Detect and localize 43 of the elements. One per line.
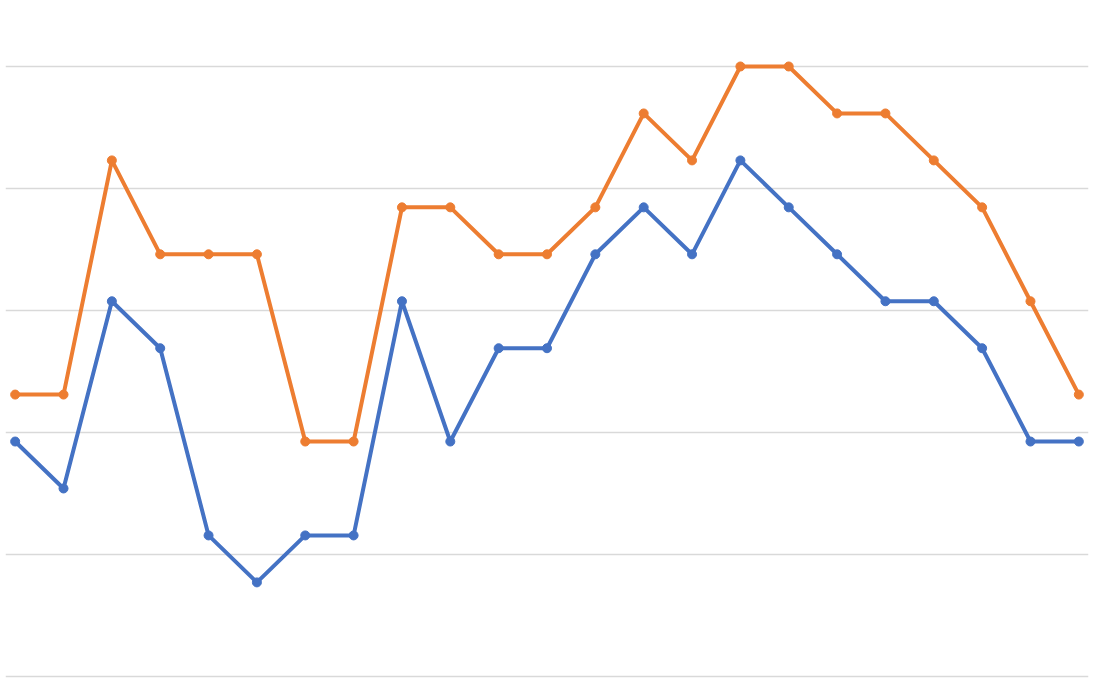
point — [880, 296, 891, 307]
point — [155, 343, 166, 354]
point — [203, 530, 214, 541]
point — [1073, 436, 1084, 447]
point — [493, 343, 504, 354]
point — [251, 249, 262, 260]
point — [832, 108, 843, 119]
point — [10, 389, 21, 400]
point — [542, 343, 552, 354]
point — [396, 202, 407, 213]
point — [687, 249, 698, 260]
point — [977, 343, 988, 354]
point — [445, 202, 456, 213]
point — [348, 530, 359, 541]
point — [1073, 389, 1084, 400]
point — [58, 483, 69, 494]
point — [638, 202, 649, 213]
point — [735, 155, 746, 166]
point — [155, 249, 166, 260]
point — [493, 249, 504, 260]
point — [590, 249, 601, 260]
point — [928, 296, 939, 307]
point — [542, 249, 552, 260]
point — [348, 436, 359, 447]
point — [58, 389, 69, 400]
point — [977, 202, 988, 213]
point — [106, 296, 117, 307]
point — [638, 108, 649, 119]
point — [203, 249, 214, 260]
point — [928, 155, 939, 166]
point — [1025, 436, 1036, 447]
point — [832, 249, 843, 260]
point — [783, 202, 794, 213]
point — [783, 61, 794, 72]
point — [251, 577, 262, 588]
point — [300, 436, 311, 447]
point — [687, 155, 698, 166]
point — [590, 202, 601, 213]
point — [735, 61, 746, 72]
point — [880, 108, 891, 119]
point — [1025, 296, 1036, 307]
point — [10, 436, 21, 447]
point — [300, 530, 311, 541]
